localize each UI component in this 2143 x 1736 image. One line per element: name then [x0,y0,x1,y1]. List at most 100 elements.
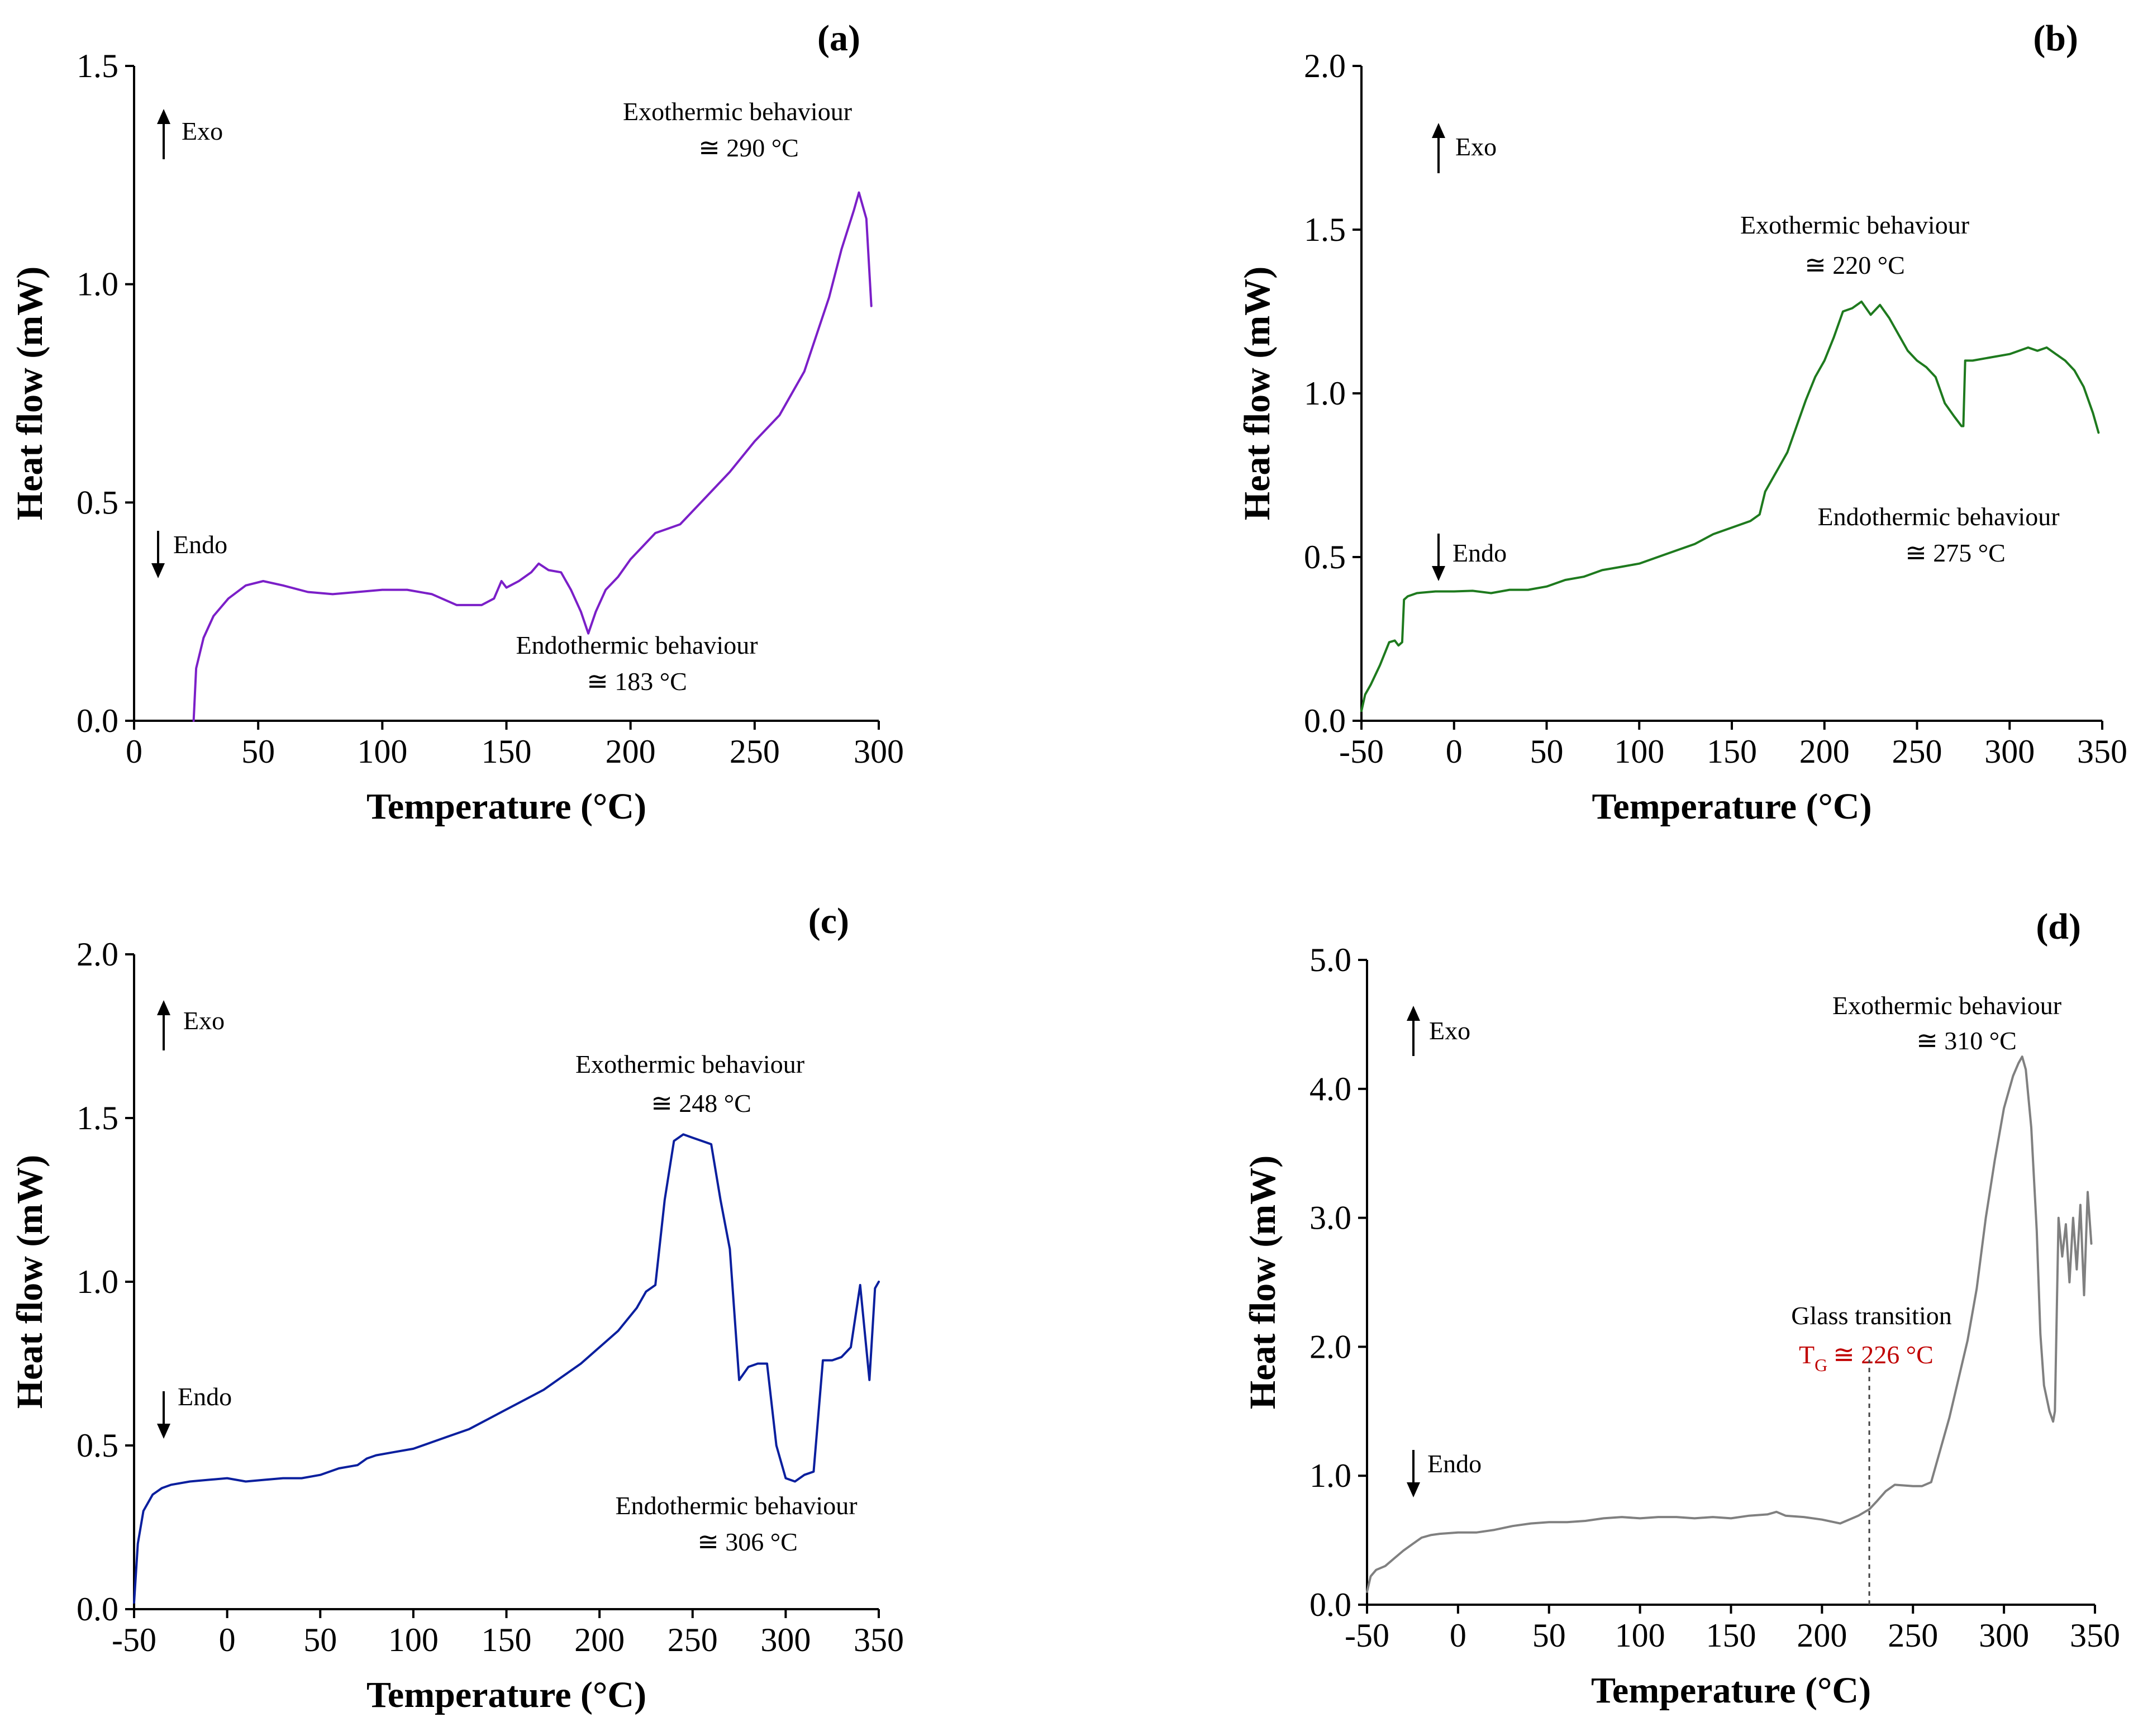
y-tick-label: 2.0 [1304,47,1346,84]
x-axis-title: Temperature (°C) [1592,786,1871,827]
exo-annotation-line2: ≅ 220 °C [1804,251,1905,279]
x-tick-label: 50 [1530,733,1564,770]
y-tick-label: 0.0 [1309,1586,1351,1623]
y-axis-title: Heat flow (mW) [9,1155,50,1409]
glass-transition-line2: TG ≅ 226 °C [1799,1340,1934,1375]
x-tick-label: 150 [1707,733,1757,770]
exo-arrow-icon [1432,123,1445,173]
x-tick-label: 200 [574,1621,625,1658]
panel-label: (d) [2036,906,2081,947]
endo-label: Endo [1453,539,1507,567]
x-tick-label: 0 [1446,733,1463,770]
exo-label: Exo [183,1006,225,1035]
tg-symbol: T [1799,1340,1815,1369]
exo-arrow-icon [1407,1006,1420,1056]
tg-subscript: G [1815,1355,1827,1375]
x-axis-title: Temperature (°C) [366,1675,646,1715]
exo-annotation-line1: Exothermic behaviour [623,97,852,126]
endo-arrow-icon [1407,1450,1420,1497]
y-tick-label: 0.0 [77,1591,118,1628]
x-tick-label: 50 [303,1621,337,1658]
x-tick-label: 350 [2077,733,2127,770]
endo-label: Endo [178,1382,232,1411]
x-tick-label: 250 [1888,1617,1938,1654]
x-axis-title: Temperature (°C) [366,786,646,827]
y-axis-title: Heat flow (mW) [1242,1155,1283,1410]
y-tick-label: 0.5 [77,1427,118,1464]
y-tick-label: 5.0 [1309,941,1351,978]
x-axis-title: Temperature (°C) [1591,1670,1871,1711]
x-tick-label: 350 [2070,1617,2120,1654]
x-tick-label: 150 [1706,1617,1756,1654]
x-tick-label: 200 [1797,1617,1847,1654]
x-tick-label: 250 [730,733,780,770]
exo-annotation-line1: Exothermic behaviour [1740,211,1969,239]
x-tick-label: 200 [1799,733,1850,770]
y-tick-label: 1.0 [1309,1457,1351,1494]
y-tick-label: 2.0 [77,936,118,973]
exo-annotation-line2: ≅ 248 °C [651,1089,751,1117]
data-series-line [1360,300,2100,712]
x-tick-label: 200 [606,733,656,770]
data-series-line [133,1133,880,1604]
x-tick-label: 100 [1614,733,1664,770]
y-tick-label: 0.0 [1304,702,1346,739]
x-tick-label: 100 [1615,1617,1665,1654]
y-tick-label: 1.0 [77,266,118,303]
endo-arrow-icon [157,1391,170,1439]
y-tick-label: 1.0 [1304,375,1346,412]
chart-panel-d: (d) Exothermic behaviour ≅ 310 °C Glass … [1242,906,2120,1711]
x-tick-label: 150 [482,733,532,770]
x-tick-label: 0 [219,1621,236,1658]
exo-arrow-icon [157,1000,170,1050]
panel-label: (a) [817,18,860,59]
endo-annotation-line2: ≅ 275 °C [1905,539,2006,567]
y-tick-label: 0.5 [1304,539,1346,576]
data-series-line [192,191,873,722]
glass-transition-line1: Glass transition [1791,1301,1951,1330]
x-tick-label: -50 [1339,733,1384,770]
exo-label: Exo [182,117,223,145]
y-axis-title: Heat flow (mW) [1237,267,1278,521]
x-tick-label: 300 [1979,1617,2029,1654]
x-tick-label: 50 [241,733,275,770]
endo-arrow-icon [151,531,165,578]
x-tick-label: 250 [1892,733,1942,770]
y-tick-label: 1.5 [77,47,118,84]
y-axis-title: Heat flow (mW) [9,267,50,521]
y-tick-label: 3.0 [1309,1200,1351,1236]
exo-annotation-line2: ≅ 310 °C [1916,1026,2017,1055]
x-tick-label: 100 [357,733,407,770]
endo-annotation-line1: Endothermic behaviour [516,631,758,659]
panel-label: (c) [808,901,849,941]
x-tick-label: 0 [126,733,142,770]
x-tick-label: 350 [854,1621,904,1658]
data-series-line [1366,1055,2093,1593]
panel-label: (b) [2033,18,2078,59]
chart-panel-a: (a) Exothermic behaviour ≅ 290 °C Endoth… [9,18,904,827]
endo-arrow-icon [1432,534,1445,581]
exo-annotation-line2: ≅ 290 °C [698,134,799,162]
y-tick-label: 1.5 [1304,211,1346,248]
tg-value: ≅ 226 °C [1833,1340,1934,1369]
y-tick-label: 0.0 [77,702,118,739]
x-tick-label: -50 [1345,1617,1389,1654]
x-tick-label: -50 [112,1621,156,1658]
exo-annotation-line1: Exothermic behaviour [1832,991,2061,1020]
exo-label: Exo [1455,132,1497,161]
exo-label: Exo [1429,1016,1470,1045]
exo-arrow-icon [157,109,170,159]
endo-annotation-line2: ≅ 183 °C [587,667,687,696]
x-tick-label: 50 [1532,1617,1566,1654]
chart-panel-c: (c) Exothermic behaviour ≅ 248 °C Endoth… [9,901,904,1715]
y-tick-label: 4.0 [1309,1071,1351,1107]
x-tick-label: 300 [854,733,904,770]
x-tick-label: 150 [482,1621,532,1658]
exo-annotation-line1: Exothermic behaviour [575,1050,804,1078]
x-tick-label: 100 [388,1621,439,1658]
endo-label: Endo [173,530,227,559]
y-tick-label: 1.0 [77,1263,118,1300]
y-tick-label: 1.5 [77,1100,118,1136]
x-tick-label: 300 [1984,733,2035,770]
